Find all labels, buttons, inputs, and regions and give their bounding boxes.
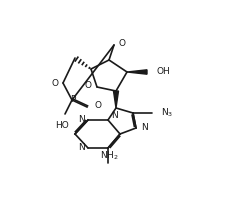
Polygon shape	[114, 91, 119, 108]
Text: O: O	[85, 80, 92, 90]
Text: O: O	[119, 38, 126, 47]
Text: NH$_2$: NH$_2$	[100, 150, 118, 162]
Text: O: O	[95, 102, 102, 110]
Text: N$_3$: N$_3$	[161, 107, 173, 119]
Text: OH: OH	[157, 66, 171, 75]
Text: O: O	[52, 79, 59, 88]
Text: N: N	[112, 111, 118, 120]
Text: N: N	[78, 116, 85, 124]
Polygon shape	[127, 70, 147, 74]
Text: HO: HO	[55, 121, 69, 130]
Text: N: N	[141, 122, 148, 132]
Text: P: P	[70, 95, 76, 104]
Text: N: N	[78, 144, 85, 152]
